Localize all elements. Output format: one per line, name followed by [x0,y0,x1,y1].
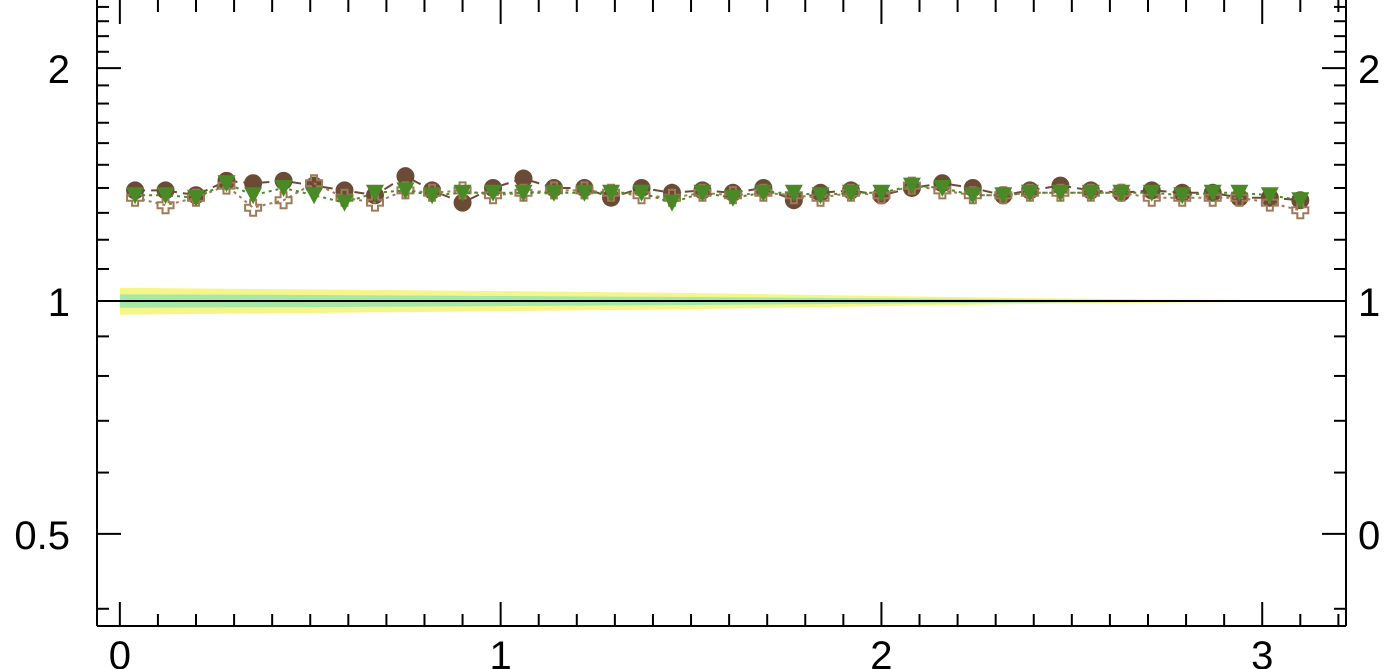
data-point-triangle [1173,187,1192,205]
data-point-circle [453,193,472,212]
y-tick-label-right: 2 [1358,48,1380,92]
series-group [126,167,1310,220]
y-tick-label-right: 1 [1358,281,1380,325]
data-point-triangle [902,177,921,195]
data-point-triangle [841,184,860,202]
data-point-triangle [693,184,712,202]
data-point-triangle [126,187,145,205]
data-point-triangle [872,184,891,202]
y-tick-label-left: 0.5 [14,514,70,558]
data-point-triangle [274,179,293,197]
data-point-triangle [396,182,415,200]
x-tick-label: 2 [870,634,892,669]
data-point-triangle [335,194,354,212]
y-tick-label-left: 2 [48,48,70,92]
data-point-triangle [575,184,594,202]
data-point-cross [274,191,293,210]
data-point-cross [244,198,263,217]
data-point-triangle [156,187,175,205]
data-point-triangle [994,187,1013,205]
data-point-triangle [1291,192,1310,210]
data-point-triangle [217,175,236,193]
data-point-circle [396,167,415,186]
data-point-triangle [423,187,442,205]
data-point-triangle [453,184,472,202]
data-point-triangle [1203,184,1222,202]
data-point-triangle [602,184,621,202]
x-tick-label: 3 [1251,634,1273,669]
data-point-triangle [305,187,324,205]
series-triangle-down [126,175,1310,212]
data-point-cross [156,196,175,215]
data-point-triangle [811,187,830,205]
x-tick-label: 0 [109,634,131,669]
data-point-triangle [1051,184,1070,202]
data-point-triangle [365,184,384,202]
data-point-triangle [1142,184,1161,202]
data-point-triangle [1020,184,1039,202]
tick-marks [97,0,1346,626]
data-point-triangle [662,194,681,212]
data-point-triangle [784,184,803,202]
y-tick-label-left: 1 [48,281,70,325]
series-open-square-cross [126,174,1310,220]
data-point-triangle [514,184,533,202]
data-point-triangle [754,184,773,202]
data-point-cross [365,193,384,212]
y-tick-label-right: 0 [1358,514,1380,558]
series-line-circle [135,175,1301,204]
data-point-triangle [963,187,982,205]
data-point-circle [514,169,533,188]
data-point-triangle [933,179,952,197]
data-point-triangle [1112,184,1131,202]
data-point-triangle [1260,187,1279,205]
data-point-triangle [723,189,742,207]
series-line-triangle-down [135,182,1301,204]
data-point-triangle [187,189,206,207]
x-tick-label: 1 [490,634,512,669]
data-point-triangle [1081,184,1100,202]
data-point-triangle [244,187,263,205]
data-point-triangle [632,184,651,202]
data-point-triangle [484,184,503,202]
data-point-cross [1260,193,1279,212]
data-point-triangle [544,184,563,202]
tick-labels: 0 1 2 3 0.5 1 2 0 1 2 [14,48,1380,669]
data-point-triangle [1230,184,1249,202]
data-point-cross [1291,201,1310,220]
